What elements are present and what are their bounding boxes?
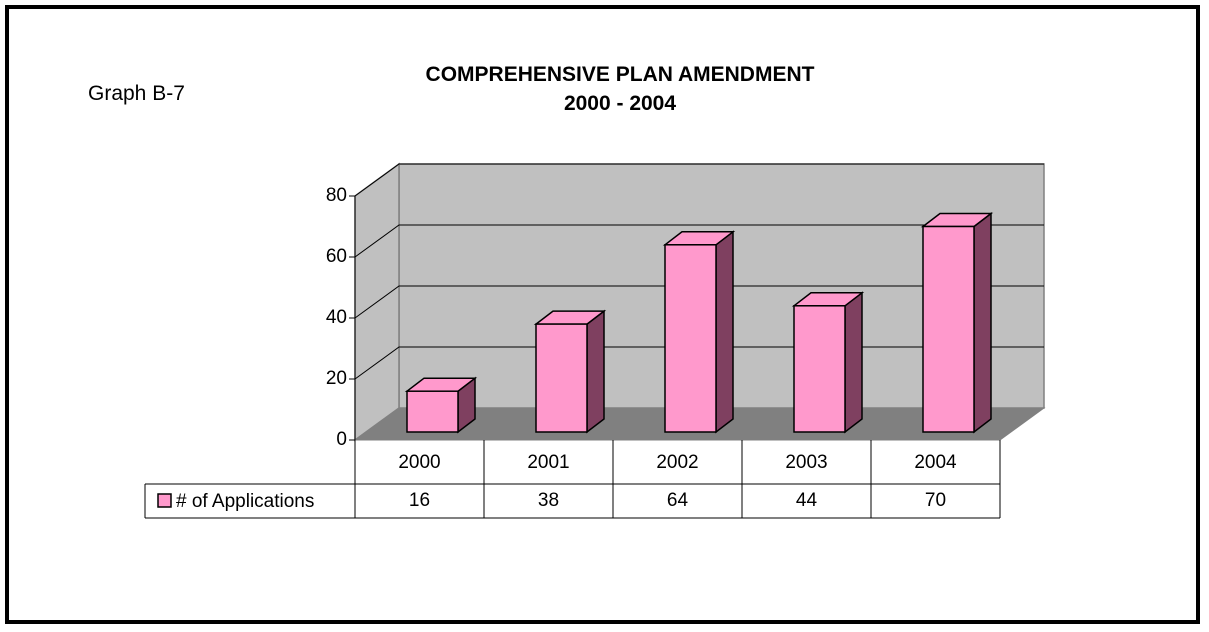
- table-value-label: 38: [537, 490, 560, 511]
- gridline: [354, 285, 1044, 319]
- table-category-label: 2001: [527, 452, 570, 473]
- y-tick-label: 80: [325, 185, 347, 206]
- bar-side: [586, 309, 605, 434]
- table-category-label: 2003: [785, 452, 828, 473]
- bar-side: [973, 211, 992, 434]
- bar: [535, 323, 588, 433]
- table-category-label: 2000: [398, 452, 441, 473]
- bar: [922, 225, 975, 433]
- chart-title: COMPREHENSIVE PLAN AMENDMENT 2000 - 2004: [220, 60, 1020, 118]
- chart-frame: [5, 5, 1200, 624]
- chart-title-line1: COMPREHENSIVE PLAN AMENDMENT: [425, 63, 815, 86]
- gridline: [354, 163, 1044, 197]
- table-category-label: 2004: [914, 452, 957, 473]
- bar: [406, 390, 459, 433]
- y-tick-label: 0: [336, 429, 347, 450]
- graph-label: Graph B-7: [88, 82, 185, 105]
- table-value-label: 64: [666, 490, 689, 511]
- chart-title-line2: 2000 - 2004: [563, 92, 677, 115]
- y-tick-label: 20: [325, 368, 347, 389]
- gridline: [354, 224, 1044, 258]
- table-category-label: 2002: [656, 452, 699, 473]
- legend-swatch: [157, 493, 172, 508]
- bar: [664, 244, 717, 433]
- table-value-label: 16: [408, 490, 431, 511]
- table-value-label: 44: [795, 490, 818, 511]
- y-tick-label: 60: [325, 246, 347, 267]
- bar-side: [844, 291, 863, 434]
- bar: [793, 305, 846, 433]
- bar-side: [715, 230, 734, 434]
- table-value-label: 70: [924, 490, 947, 511]
- legend-series-label: # of Applications: [176, 491, 315, 512]
- y-tick-label: 40: [325, 307, 347, 328]
